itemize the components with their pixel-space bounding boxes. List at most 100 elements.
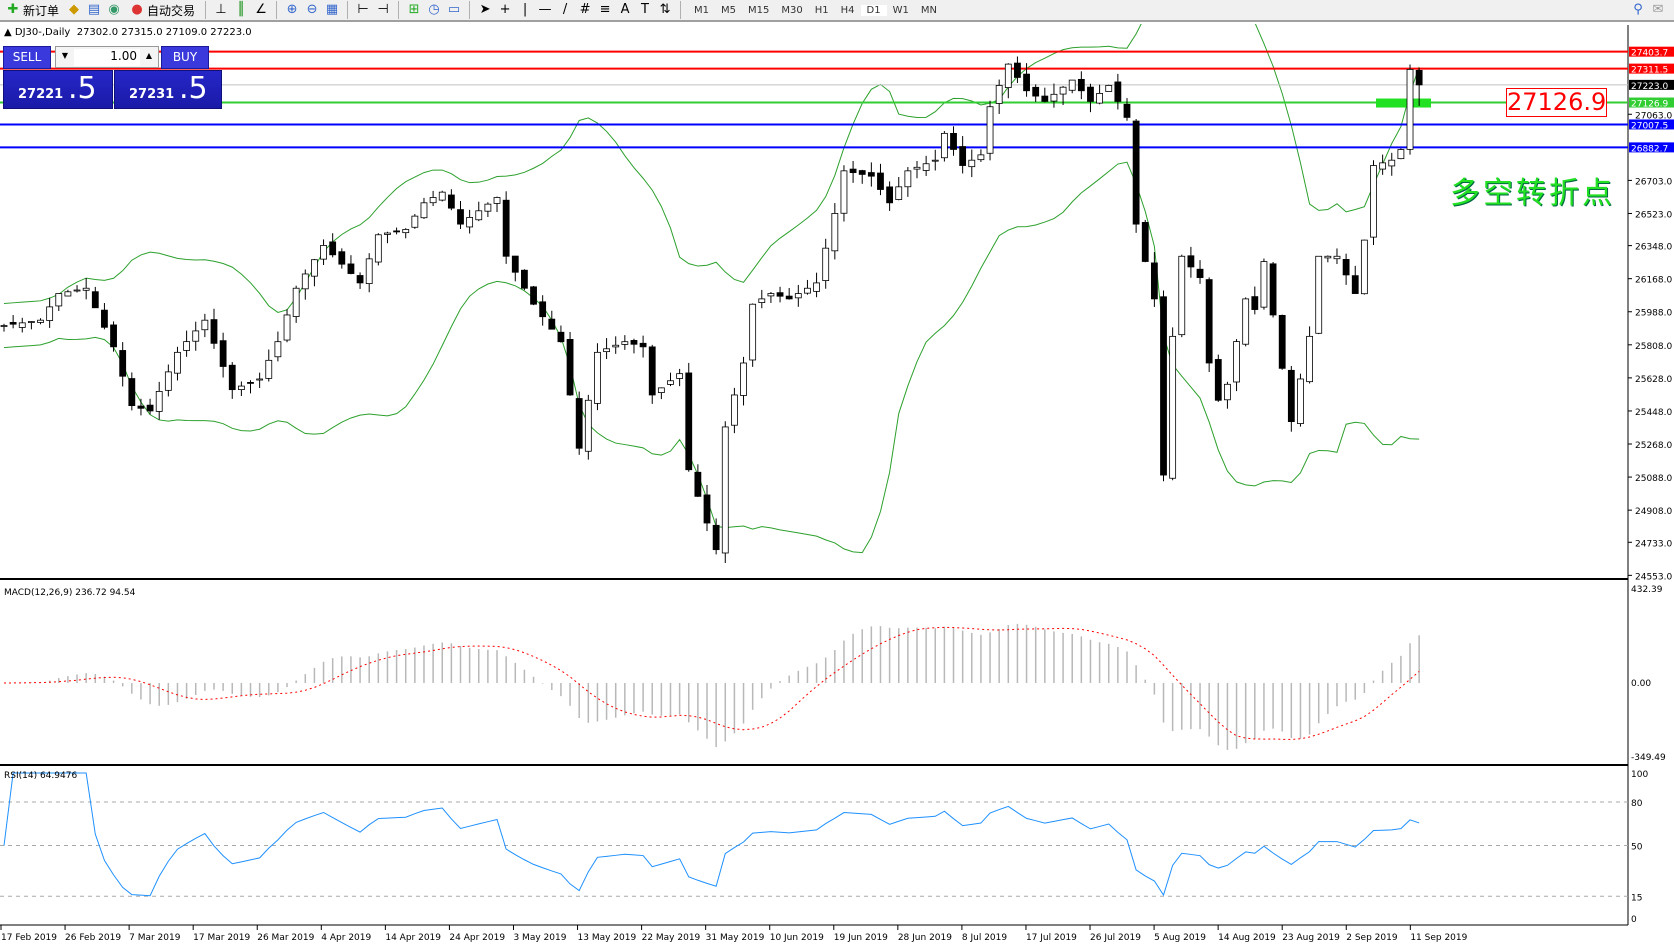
increase-lot-icon[interactable]: ▲ <box>145 51 153 60</box>
chart-canvas[interactable]: 27403.7 27311.5 27223.0 27126.9 27007.5 26882… <box>0 24 1674 947</box>
candle <box>174 346 181 381</box>
candle <box>429 190 437 207</box>
timeframe-m15[interactable]: M15 <box>748 4 770 16</box>
arrows-icon[interactable]: ⇅ <box>659 2 671 17</box>
timeframe-m5[interactable]: M5 <box>721 4 737 16</box>
candle <box>384 231 391 244</box>
candle-body <box>776 292 784 297</box>
tile-windows-icon[interactable]: ▦ <box>325 2 339 17</box>
divider <box>469 1 471 19</box>
candle <box>356 272 364 289</box>
new-order-button[interactable]: ✚ 新订单 <box>2 0 62 20</box>
annotation-text[interactable]: 多空转折点 <box>1450 176 1615 211</box>
candle <box>940 131 948 162</box>
chart-header: ▲ DJ30-,Daily 27302.0 27315.0 27109.0 27… <box>4 27 252 38</box>
candle-body <box>274 341 282 358</box>
candle <box>374 233 382 266</box>
candle <box>274 331 282 362</box>
equidistant-channel-icon[interactable]: # <box>579 2 591 17</box>
candle <box>676 368 684 387</box>
new-order-icon: ✚ <box>7 2 19 17</box>
candle <box>447 189 455 211</box>
timeframe-mn[interactable]: MN <box>920 4 937 16</box>
candle <box>603 338 610 360</box>
candlestick-icon[interactable]: ║ <box>237 2 245 17</box>
candle <box>1096 84 1103 105</box>
indicators-icon[interactable]: ⊞ <box>408 2 420 17</box>
sell-price-button[interactable]: 27221 .5 <box>3 70 113 109</box>
text-label-icon[interactable]: T <box>641 2 649 17</box>
candle-body <box>292 287 300 317</box>
sell-button[interactable]: SELL <box>3 46 51 69</box>
auto-trading-icon: ● <box>131 2 143 17</box>
lot-size-stepper[interactable]: ▼ 1.00 ▲ <box>55 46 159 68</box>
candle <box>1205 277 1213 372</box>
candle-body <box>247 382 254 384</box>
buy-button[interactable]: BUY <box>161 46 209 69</box>
new-order-label: 新订单 <box>23 3 60 18</box>
candle <box>612 336 620 354</box>
candle <box>594 343 601 411</box>
timeframe-d1[interactable]: D1 <box>860 4 887 16</box>
candle <box>1333 248 1341 265</box>
horizontal-line-icon[interactable]: — <box>538 2 552 17</box>
bar-chart-icon[interactable]: ⊥ <box>215 2 227 17</box>
timeframe-m30[interactable]: M30 <box>781 4 803 16</box>
candle-body <box>1160 296 1167 476</box>
candle <box>119 342 127 387</box>
lot-size-input[interactable]: 1.00 <box>74 49 140 66</box>
candle-body <box>712 524 720 551</box>
templates-icon[interactable]: ▭ <box>447 2 461 17</box>
candle <box>1287 365 1295 432</box>
market-watch-icon[interactable]: ◆ <box>69 2 80 17</box>
timeframe-h4[interactable]: H4 <box>840 4 855 16</box>
vertical-line-icon[interactable]: | <box>522 2 528 17</box>
macd-tick-label: -349.49 <box>1631 753 1666 763</box>
auto-scroll-icon[interactable]: ⊢ <box>357 2 369 17</box>
candle-body <box>1269 263 1277 316</box>
timeframe-m1[interactable]: M1 <box>694 4 710 16</box>
decrease-lot-icon[interactable]: ▼ <box>61 51 69 60</box>
cursor-icon[interactable]: ➤ <box>479 2 491 17</box>
navigator-icon[interactable]: ▤ <box>87 2 101 17</box>
candle-body <box>849 168 857 174</box>
auto-trading-button[interactable]: ● 自动交易 <box>126 0 198 20</box>
candle-body <box>813 282 820 292</box>
trendline-icon[interactable]: / <box>562 2 568 17</box>
candle-body <box>18 322 26 328</box>
zoom-out-icon[interactable]: ⊖ <box>306 2 318 17</box>
price-annotation-box[interactable]: 27126.9 <box>1506 88 1607 117</box>
candle-body <box>1041 95 1049 102</box>
timeframe-w1[interactable]: W1 <box>892 4 909 16</box>
text-icon[interactable]: A <box>620 2 630 17</box>
fibonacci-icon[interactable]: ≡ <box>599 2 611 17</box>
zoom-in-icon[interactable]: ⊕ <box>286 2 298 17</box>
price-tick-label: 24908.0 <box>1635 507 1672 517</box>
candle-body <box>429 197 437 204</box>
date-label: 23 Aug 2019 <box>1282 933 1340 943</box>
candle <box>913 160 921 179</box>
timeframe-h1[interactable]: H1 <box>814 4 829 16</box>
candle <box>667 372 674 387</box>
chart-shift-icon[interactable]: ⊣ <box>377 2 389 17</box>
symbol-label: DJ30-,Daily <box>14 27 71 38</box>
line-chart-icon[interactable]: ∠ <box>255 2 267 17</box>
candle <box>840 165 848 222</box>
candle <box>648 344 656 404</box>
candle-body <box>913 166 921 170</box>
search-icon[interactable]: ⚲ <box>1633 2 1643 17</box>
buy-price-button[interactable]: 27231 .5 <box>114 70 222 109</box>
price-line-tag <box>1629 79 1674 90</box>
periods-icon[interactable]: ◷ <box>428 2 440 17</box>
signals-icon[interactable]: ◉ <box>108 2 120 17</box>
candle-body <box>539 301 547 318</box>
price-line-tag <box>1629 119 1674 130</box>
candle <box>858 169 866 184</box>
candle-body <box>749 303 757 361</box>
chat-icon[interactable]: ✉ <box>1652 2 1664 17</box>
candle-body <box>393 230 400 233</box>
candle-body <box>311 259 318 277</box>
crosshair-icon[interactable]: + <box>499 2 511 17</box>
candle <box>986 100 994 161</box>
candle-body <box>155 391 163 412</box>
